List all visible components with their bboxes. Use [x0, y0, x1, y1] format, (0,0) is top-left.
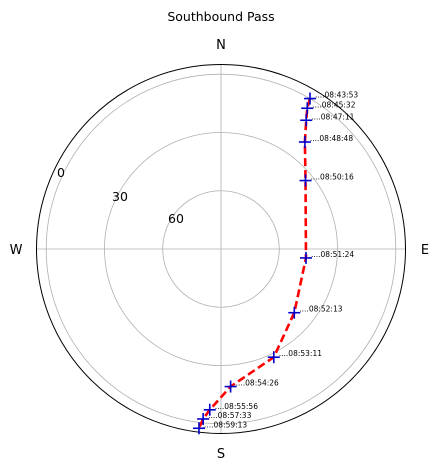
polar-frame — [36, 64, 406, 434]
pass-markers — [192, 92, 316, 435]
compass-label-west: W — [10, 243, 23, 258]
time-label-08:48:48: ....08:48:48 — [310, 134, 353, 143]
radial-tick-label-60: 60 — [168, 211, 184, 226]
marker-08:55:56 — [203, 403, 216, 416]
time-label-08:59:13: ....08:59:13 — [204, 420, 247, 429]
marker-08:51:24 — [299, 251, 312, 264]
radial-tick-label-0: 0 — [57, 165, 65, 180]
time-label-08:52:13: ....08:52:13 — [299, 305, 342, 314]
pass-track — [197, 98, 312, 429]
marker-08:48:48 — [298, 136, 311, 149]
marker-08:53:11 — [267, 351, 280, 364]
time-label-08:43:53: ....08:43:53 — [315, 91, 358, 100]
marker-08:57:33 — [197, 412, 210, 425]
time-label-08:45:32: ....08:45:32 — [312, 100, 355, 109]
time-label-08:57:33: ....08:57:33 — [208, 411, 251, 420]
marker-08:43:53 — [303, 92, 316, 105]
marker-08:50:16 — [299, 174, 312, 187]
time-label-08:55:56: ....08:55:56 — [215, 402, 258, 411]
direction-spokes — [36, 64, 406, 434]
compass-label-south: S — [217, 447, 225, 462]
time-label-08:54:26: ....08:54:26 — [236, 379, 279, 388]
marker-08:54:26 — [224, 380, 237, 393]
compass-label-north: N — [216, 38, 226, 53]
marker-08:45:32 — [301, 102, 314, 115]
radial-tick-label-30: 30 — [112, 189, 128, 204]
time-label-08:51:24: ....08:51:24 — [311, 250, 354, 259]
marker-08:59:13 — [192, 422, 205, 435]
time-label-08:53:11: ....08:53:11 — [279, 349, 322, 358]
time-label-08:50:16: ....08:50:16 — [311, 173, 354, 182]
time-labels: ....08:43:53....08:45:32 ....08:47:11....… — [204, 91, 358, 430]
compass-label-east: E — [421, 243, 429, 258]
chart-title: Southbound Pass — [167, 9, 274, 24]
time-label-08:47:11: ....08:47:11 — [311, 112, 354, 121]
marker-08:52:13 — [288, 306, 301, 319]
track-line — [197, 98, 312, 429]
marker-08:47:11 — [300, 114, 313, 127]
